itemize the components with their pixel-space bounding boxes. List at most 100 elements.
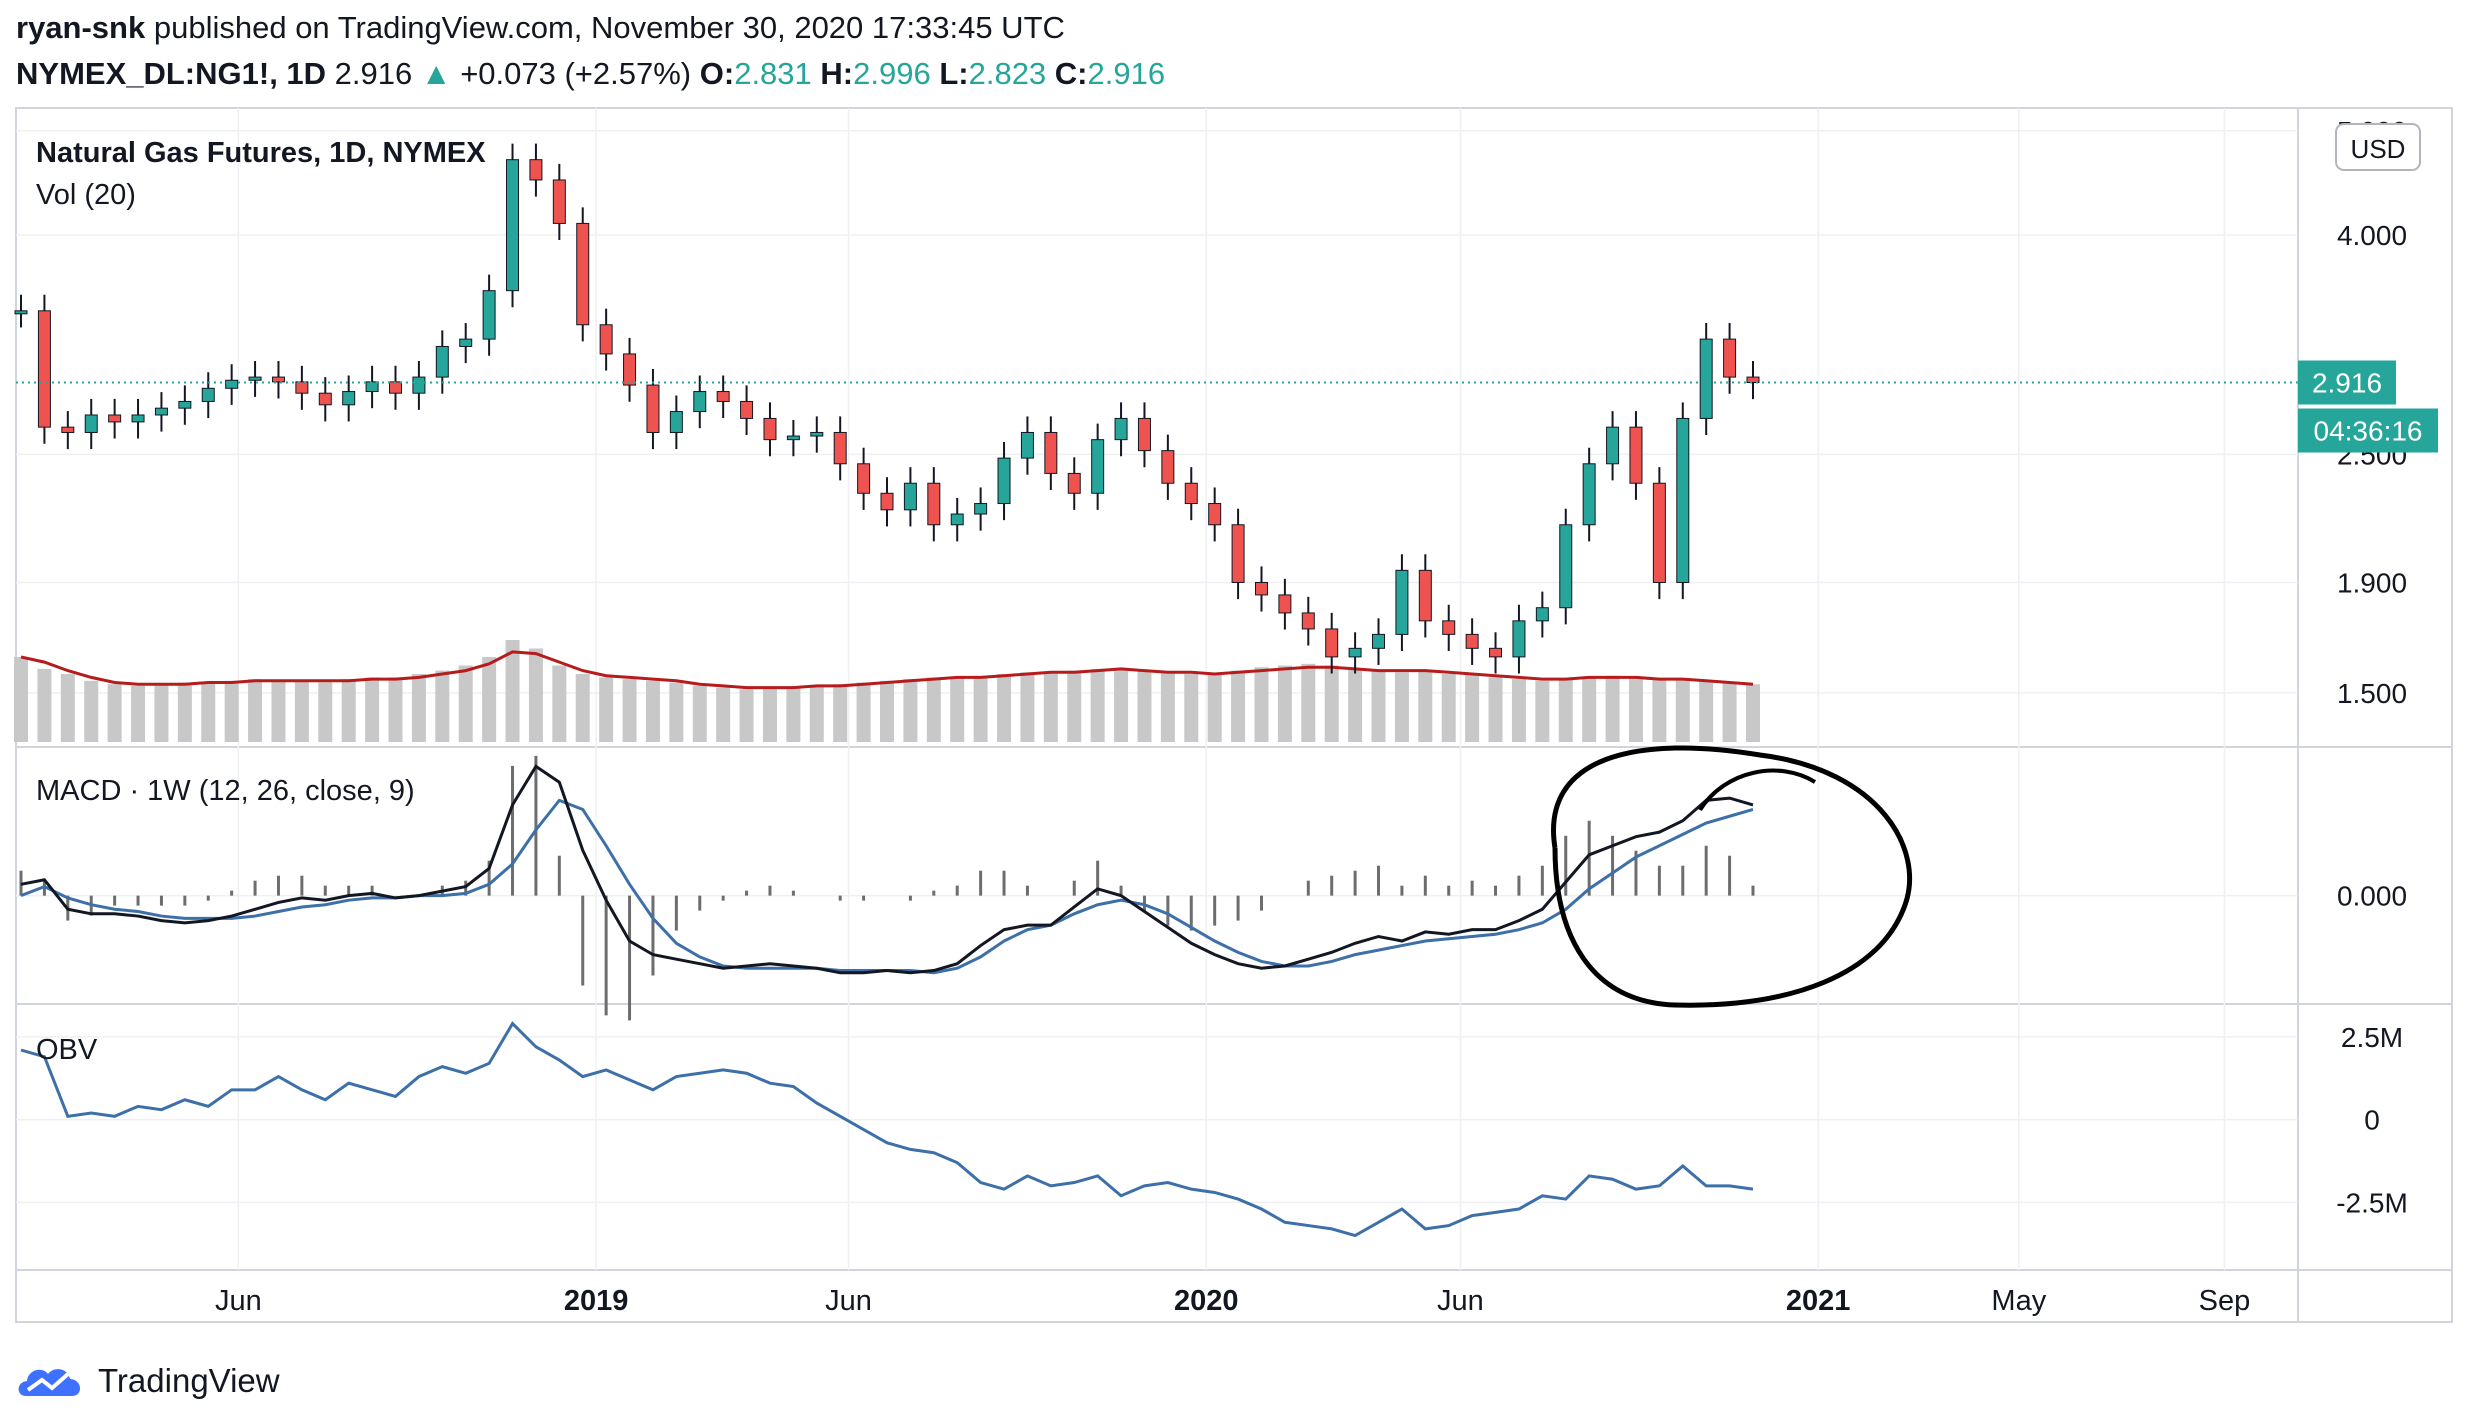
candle-body — [927, 482, 941, 526]
candle-body — [1442, 620, 1456, 635]
price-tick-label: 1.500 — [2337, 678, 2407, 709]
high-label: H: — [820, 56, 854, 91]
volume-bar — [528, 648, 543, 742]
candle-body — [1044, 431, 1058, 474]
candle-body — [1512, 620, 1526, 658]
volume-bar — [482, 657, 497, 742]
volume-bar — [248, 679, 263, 742]
volume-bar — [599, 677, 614, 742]
volume-bar — [833, 684, 848, 742]
volume-bar — [154, 684, 169, 742]
time-tick-label: Jun — [1437, 1285, 1484, 1317]
volume-bar — [645, 680, 660, 742]
volume-bar — [1324, 665, 1339, 742]
volume-bar — [1465, 674, 1480, 742]
candle-body — [1699, 338, 1713, 419]
open-label: O: — [699, 56, 735, 91]
candle-body — [1325, 628, 1339, 658]
axis-labels: 5.0004.0002.5001.9001.5000.0002.5M0-2.5M… — [215, 116, 2438, 1317]
countdown-badge-label: 04:36:16 — [2314, 415, 2423, 446]
candle-body — [1114, 417, 1128, 441]
last-price-badge-label: 2.916 — [2312, 367, 2382, 398]
volume-bar — [1722, 682, 1737, 742]
volume-bar — [1652, 679, 1667, 742]
time-tick-label: May — [1991, 1285, 2046, 1317]
volume-bar — [201, 682, 216, 742]
volume-bar — [739, 689, 754, 742]
volume-bar — [1067, 670, 1082, 742]
volume-bar — [1511, 679, 1526, 742]
volume-bar — [388, 677, 403, 742]
volume-bar — [692, 685, 707, 742]
candle-body — [1067, 472, 1081, 494]
volume-bar — [622, 679, 637, 742]
volume-bar — [973, 677, 988, 742]
candle-body — [248, 376, 262, 381]
candle-body — [599, 324, 613, 355]
volume-bar — [411, 674, 426, 742]
author-name[interactable]: ryan-snk — [16, 10, 146, 45]
indicator-lines — [16, 381, 2298, 1238]
volume-bar — [1371, 670, 1386, 742]
time-tick-label: Sep — [2199, 1285, 2251, 1317]
volume-bar — [1114, 668, 1129, 742]
brand-name: TradingView — [98, 1362, 280, 1399]
candle-body — [763, 417, 777, 441]
volume-bar — [1558, 679, 1573, 742]
time-tick-label: 2019 — [564, 1285, 629, 1317]
candle-body — [295, 381, 309, 394]
candle-body — [880, 492, 894, 511]
last-price: 2.916 — [334, 56, 413, 91]
time-tick-label: Jun — [215, 1285, 262, 1317]
candle-body — [459, 338, 473, 347]
volume-bar — [1137, 670, 1152, 742]
volume-bar — [1254, 667, 1269, 742]
candle-body — [1418, 569, 1432, 622]
candle-body — [1723, 338, 1737, 378]
candle-body — [108, 414, 122, 423]
price-tick-label: 1.900 — [2337, 567, 2407, 598]
countdown-badge — [2298, 408, 2438, 453]
candle-body — [225, 379, 239, 389]
tradingview-brand[interactable]: TradingView — [16, 1360, 280, 1402]
volume-bar — [177, 682, 192, 742]
close-label: C: — [1054, 56, 1088, 91]
obv-line — [20, 1021, 1754, 1238]
candle-body — [623, 353, 637, 386]
volume-bar — [809, 685, 824, 742]
candle-body — [365, 381, 379, 393]
candle-body — [1161, 450, 1175, 484]
volume-bar — [84, 680, 99, 742]
volume-bars — [14, 640, 1760, 742]
volume-bar — [1418, 670, 1433, 742]
symbol-label[interactable]: NYMEX_DL:NG1!, 1D — [16, 56, 327, 91]
candle-body — [1652, 482, 1666, 583]
volume-bar — [762, 687, 777, 742]
candle-body — [318, 392, 332, 406]
volume-bar — [1488, 677, 1503, 742]
volume-bar — [997, 674, 1012, 742]
volume-bar — [1160, 672, 1175, 742]
candle-body — [131, 414, 145, 423]
candle-body — [810, 431, 824, 437]
candle-body — [1535, 607, 1549, 622]
candle-body — [1254, 581, 1268, 596]
candle-body — [1301, 612, 1315, 630]
volume-bar — [435, 670, 450, 742]
macd-line — [20, 764, 1754, 975]
candle-body — [61, 426, 75, 433]
volume-bar — [880, 680, 895, 742]
candle-body — [1020, 431, 1034, 459]
volume-bar — [552, 665, 567, 742]
volume-bar — [271, 680, 286, 742]
obv-tick-label: 0 — [2364, 1105, 2380, 1136]
volume-bar — [669, 682, 684, 742]
currency-button[interactable]: USD — [2335, 123, 2421, 171]
candle-body — [950, 513, 964, 526]
volume-bar — [1394, 672, 1409, 742]
volume-bar — [458, 665, 473, 742]
volume-bar — [1231, 670, 1246, 742]
volume-bar — [14, 657, 29, 742]
candle-body — [646, 384, 660, 433]
